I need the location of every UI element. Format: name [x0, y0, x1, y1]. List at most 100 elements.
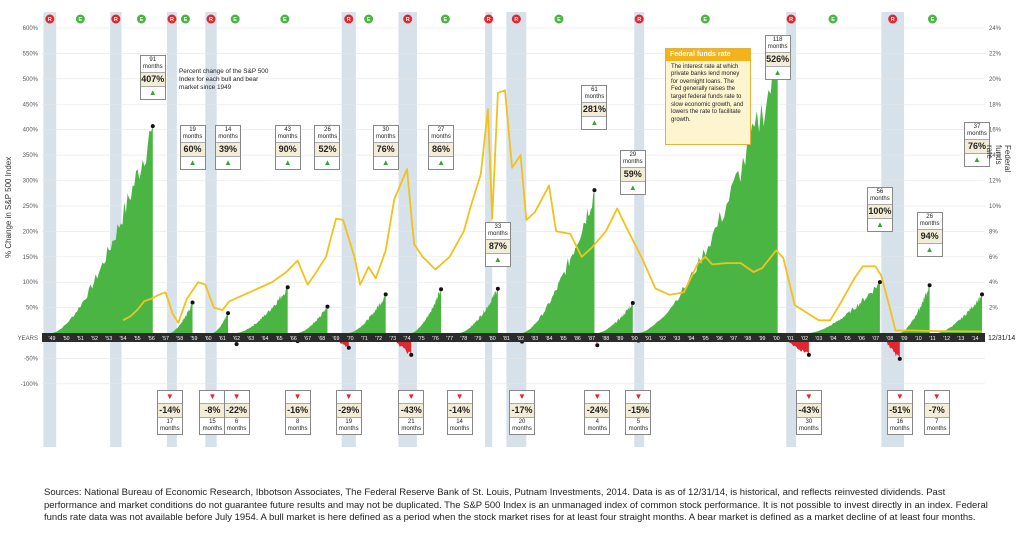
callout-percent: -17%	[510, 403, 535, 418]
x-tick-label: '70	[347, 336, 354, 342]
callout-months: 56 months	[870, 189, 890, 202]
x-tick-label: '94	[688, 336, 695, 342]
x-tick-label: '89	[617, 336, 624, 342]
down-arrow-icon: ▼	[407, 392, 416, 401]
callout-months: 30 months	[799, 419, 819, 432]
x-tick-label: '11	[929, 336, 936, 342]
bull-market-callout: 33 months 87% ▲	[484, 222, 511, 267]
fed-funds-callout-title: Federal funds rate	[666, 49, 750, 61]
x-tick-label: '08	[886, 336, 893, 342]
bear-market-callout: ▼ -43% 30 months	[795, 390, 822, 435]
recession-band	[166, 12, 177, 447]
y-tick-label: 200%	[23, 229, 39, 235]
bull-market-area	[169, 302, 193, 333]
callout-percent: 100%	[867, 204, 892, 219]
x-tick-label: '02	[801, 336, 808, 342]
recession-band	[341, 12, 356, 447]
callout-percent: 60%	[180, 142, 205, 157]
callout-percent: -14%	[157, 403, 182, 418]
x-tick-label: '61	[219, 336, 226, 342]
x-tick-label: '57	[162, 336, 169, 342]
bull-peak-dot	[150, 124, 155, 129]
callout-percent: -24%	[585, 403, 610, 418]
y-tick-label: 550%	[23, 51, 39, 57]
y-tick-label: 400%	[23, 128, 39, 134]
x-tick-label: '07	[872, 336, 879, 342]
callout-months: 33 months	[488, 224, 508, 237]
bull-market-callout: 43 months 90% ▲	[274, 125, 301, 170]
callout-months: 7 months	[926, 419, 947, 432]
y2-tick-label: 22%	[989, 51, 1002, 57]
expansion-marker	[136, 14, 146, 24]
x-tick-label: '85	[560, 336, 567, 342]
callout-months: 17 months	[159, 419, 180, 432]
expansion-marker-label: E	[140, 17, 144, 23]
expansion-marker	[364, 14, 374, 24]
x-tick-label: '60	[205, 336, 212, 342]
chart-note: Percent change of the S&P 500 Index for …	[179, 68, 269, 91]
expansion-marker	[75, 14, 85, 24]
expansion-marker-label: E	[184, 17, 188, 23]
x-tick-label: '71	[361, 336, 368, 342]
x-tick-label: '58	[176, 336, 183, 342]
expansion-marker-label: E	[283, 17, 287, 23]
y2-tick-label: 24%	[989, 26, 1002, 32]
y-tick-label: 450%	[23, 102, 39, 108]
callout-percent: -29%	[336, 403, 361, 418]
bull-market-callout: 30 months 76% ▲	[372, 125, 399, 170]
callout-percent: -14%	[447, 403, 472, 418]
callout-months: 6 months	[226, 419, 247, 432]
bull-peak-dot	[325, 304, 330, 309]
recession-band	[398, 12, 417, 447]
x-tick-label: '82	[517, 336, 524, 342]
down-arrow-icon: ▼	[165, 392, 174, 401]
callout-months: 4 months	[587, 419, 608, 432]
x-tick-label: '93	[673, 336, 680, 342]
callout-months: 29 months	[622, 152, 643, 165]
x-tick-label: '83	[531, 336, 538, 342]
x-tick-label: '10	[915, 336, 922, 342]
x-tick-label: '01	[787, 336, 794, 342]
callout-percent: -43%	[796, 403, 821, 418]
bull-peak-dot	[285, 285, 290, 290]
x-tick-label: '54	[119, 336, 126, 342]
bull-market-area	[597, 303, 633, 333]
up-arrow-icon: ▲	[628, 183, 637, 192]
y-tick-label: 500%	[23, 77, 39, 83]
expansion-marker	[700, 14, 710, 24]
up-arrow-icon: ▲	[437, 158, 446, 167]
down-arrow-icon: ▼	[804, 392, 813, 401]
expansion-marker	[828, 14, 838, 24]
callout-months: 118 months	[767, 37, 788, 50]
down-arrow-icon: ▼	[593, 392, 602, 401]
recession-marker	[167, 14, 177, 24]
x-tick-label: '77	[446, 336, 453, 342]
y2-tick-label: 2%	[989, 306, 998, 312]
bull-market-area	[459, 288, 498, 333]
up-arrow-icon: ▲	[323, 158, 332, 167]
up-arrow-icon: ▲	[590, 118, 599, 127]
x-tick-label: '69	[333, 336, 340, 342]
y2-tick-label: 14%	[989, 153, 1002, 159]
up-arrow-icon: ▲	[283, 158, 292, 167]
down-arrow-icon: ▼	[232, 392, 241, 401]
y2-tick-label: 10%	[989, 204, 1002, 210]
x-tick-label: '80	[489, 336, 496, 342]
x-tick-label: '96	[716, 336, 723, 342]
bear-market-callout: ▼ -22% 6 months	[223, 390, 250, 435]
down-arrow-icon: ▼	[518, 392, 526, 401]
bull-peak-dot	[630, 301, 635, 306]
callout-months: 20 months	[512, 419, 532, 432]
callout-percent: 76%	[373, 142, 398, 157]
callout-percent: 76%	[965, 139, 989, 154]
bull-peak-dot	[927, 283, 932, 288]
callout-percent: -43%	[399, 403, 424, 418]
x-tick-label: '81	[503, 336, 510, 342]
expansion-marker-label: E	[79, 17, 83, 23]
bear-market-callout: ▼ -16% 8 months	[284, 390, 311, 435]
x-tick-label: '98	[744, 336, 751, 342]
down-arrow-icon: ▼	[208, 392, 217, 401]
callout-months: 30 months	[375, 127, 396, 140]
x-tick-label: '97	[730, 336, 737, 342]
x-tick-label: '00	[773, 336, 780, 342]
